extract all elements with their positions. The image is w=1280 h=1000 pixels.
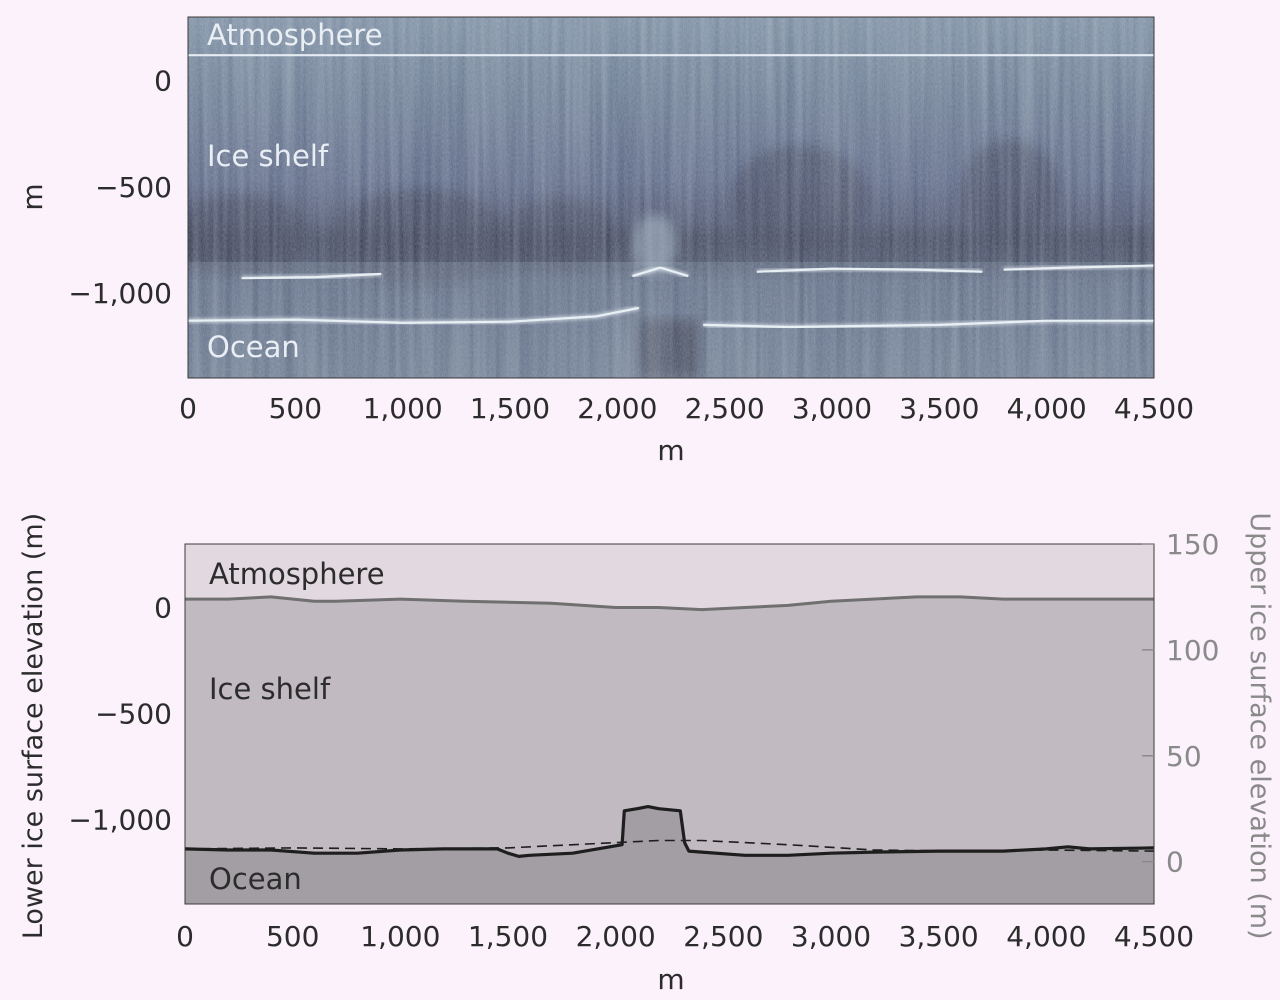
echogram-y-tick-label: −500 [95,171,172,204]
echogram-x-tick-label: 0 [179,392,197,425]
interpretation-x-tick-label: 4,000 [1006,920,1086,953]
interpretation-x-tick-label: 500 [266,920,319,953]
interpretation-label-ocean: Ocean [209,862,302,896]
upper-surface-tick-label: 0 [1166,846,1184,879]
interpretation-x-axis-label: m [657,963,684,996]
reflector-line [703,319,1154,329]
upper-surface-tick-label: 150 [1166,528,1219,561]
interpretation-x-tick-label: 0 [176,920,194,953]
interpretation-axes: 0 500 1,000 1,500 2,000 2,500 3,000 3,500 4,000 4… [68,528,1219,953]
echogram-label-ocean: Ocean [207,330,300,364]
lower-surface-axis-label: Lower ice surface elevation (m) [18,513,49,939]
region-ocean [185,806,1154,904]
echogram-panel: 0 500 1,000 1,500 2,000 2,500 3,000 3,500 4,000 4… [16,16,1194,467]
interpretation-panel: 0 500 1,000 1,500 2,000 2,500 3,000 3,500 4,000 4… [18,512,1275,996]
echogram-label-atmosphere: Atmosphere [207,18,383,52]
reflector-line [756,267,983,273]
echogram-x-tick-label: 500 [269,392,322,425]
interpretation-x-tick-label: 3,500 [899,920,979,953]
echogram-x-tick-label: 3,000 [792,392,872,425]
interpretation-x-tick-label: 3,000 [791,920,871,953]
interpretation-series [185,595,1154,859]
upper-ice-surface-line [185,595,1154,612]
reflector-line [1003,264,1154,271]
reflector-line [188,306,640,324]
echogram-y-axis-label: m [16,183,49,210]
upper-surface-axis-label: Upper ice surface elevation (m) [1244,512,1275,939]
lower-surface-tick-label: −1,000 [68,803,172,836]
echogram-x-tick-label: 1,500 [470,392,550,425]
upper-surface-tick-label: 100 [1166,634,1219,667]
echogram-x-tick-label: 2,000 [577,392,657,425]
interpretation-x-tick-label: 2,500 [683,920,763,953]
echogram-x-tick-label: 4,500 [1114,392,1194,425]
echogram-axes: 0 500 1,000 1,500 2,000 2,500 3,000 3,500 4,000 4… [68,65,1194,425]
reflector-line [632,266,689,278]
echogram-frame [187,16,1155,379]
channel-apex-glow [633,215,677,275]
interpretation-x-tick-label: 1,000 [360,920,440,953]
echogram-y-tick-label: −1,000 [68,277,172,310]
echogram-x-tick-label: 4,000 [1007,392,1087,425]
echogram-x-tick-label: 1,000 [363,392,443,425]
echogram-x-tick-label: 3,500 [899,392,979,425]
echogram-x-axis-label: m [657,434,684,467]
interpretation-regions [185,544,1154,904]
interpretation-label-atmosphere: Atmosphere [209,557,385,591]
reflectors [188,52,1154,330]
interpretation-label-ice-shelf: Ice shelf [209,672,331,706]
interpretation-x-tick-label: 1,500 [468,920,548,953]
interpretation-x-tick-label: 2,000 [576,920,656,953]
echogram-image [188,17,1154,378]
interpretation-frame [184,543,1155,905]
echogram-x-tick-label: 2,500 [685,392,765,425]
lower-surface-tick-label: −500 [95,697,172,730]
smoothed-lower-surface-line [185,839,1154,852]
echogram-y-tick-label: 0 [154,65,172,98]
echogram-label-ice-shelf: Ice shelf [207,139,329,173]
speckle-noise [188,17,1154,378]
region-ice-shelf [185,596,1154,857]
interpretation-x-tick-label: 4,500 [1114,920,1194,953]
lower-surface-tick-label: 0 [154,592,172,625]
reflector-line [241,272,382,280]
upper-surface-tick-label: 50 [1166,740,1202,773]
